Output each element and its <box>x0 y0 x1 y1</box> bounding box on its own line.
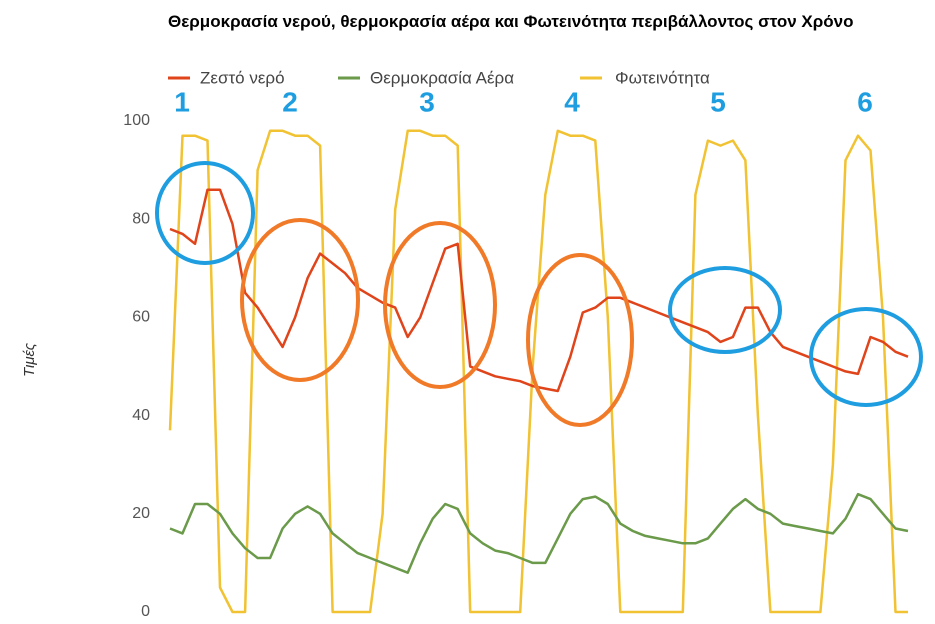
y-tick-label: 40 <box>132 407 150 424</box>
series-line <box>169 188 909 393</box>
y-axis-title: Τιμές <box>21 342 38 377</box>
annotation-number: 3 <box>419 86 435 117</box>
annotation-number: 4 <box>564 86 580 117</box>
chart-title: Θερμοκρασία νερού, θερμοκρασία αέρα και … <box>168 12 854 31</box>
annotation-number: 2 <box>282 86 298 117</box>
y-tick-label: 60 <box>132 309 150 326</box>
series-line <box>169 492 909 574</box>
legend-label: Θερμοκρασία Αέρα <box>370 68 514 87</box>
annotation-number: 5 <box>710 86 726 117</box>
y-tick-label: 80 <box>132 210 150 227</box>
series-line <box>168 129 908 614</box>
highlight-circle <box>809 307 923 407</box>
highlight-circle <box>526 253 634 427</box>
legend-label: Φωτεινότητα <box>615 68 710 87</box>
annotation-number: 6 <box>857 86 873 117</box>
y-tick-label: 0 <box>141 603 150 620</box>
highlight-circle <box>668 266 782 354</box>
y-tick-label: 20 <box>132 505 150 522</box>
legend-label: Ζεστό νερό <box>200 68 285 87</box>
highlight-circles <box>155 161 923 427</box>
highlight-circle <box>240 218 360 382</box>
annotation-number: 1 <box>174 86 190 117</box>
highlight-circle <box>383 221 497 389</box>
y-tick-label: 100 <box>123 112 150 129</box>
highlight-circle <box>155 161 255 265</box>
